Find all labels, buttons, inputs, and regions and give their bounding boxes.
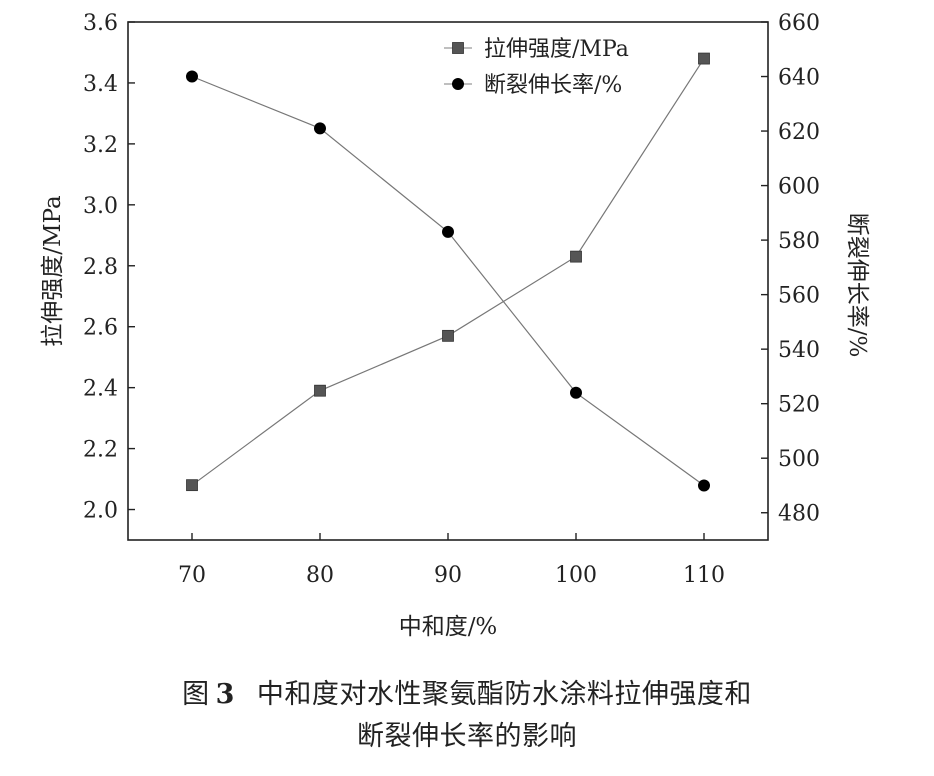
circle-marker <box>570 386 582 399</box>
right-tick-label: 600 <box>778 175 820 200</box>
right-tick-label: 640 <box>778 66 820 91</box>
series-markers <box>186 52 710 492</box>
caption-text-1: 中和度对水性聚氨酯防水涂料拉伸强度和 <box>256 679 752 710</box>
square-marker <box>570 250 582 263</box>
x-tick-label: 100 <box>555 563 597 588</box>
right-tick-label: 660 <box>778 11 820 36</box>
right-tick-label: 520 <box>778 393 820 418</box>
series-line-2 <box>191 75 705 486</box>
legend: 拉伸强度/MPa 断裂伸长率/% <box>444 37 629 98</box>
right-tick-label: 480 <box>778 502 820 527</box>
left-tick-label: 3.0 <box>83 194 118 219</box>
square-marker <box>314 384 326 397</box>
left-axis-title: 拉伸强度/MPa <box>40 195 66 347</box>
right-tick-label: 540 <box>778 338 820 363</box>
right-tick-label: 580 <box>778 229 820 254</box>
caption-text-2: 断裂伸长率的影响 <box>357 721 577 752</box>
left-tick-label: 2.6 <box>83 316 118 341</box>
left-tick-label: 3.4 <box>83 72 118 97</box>
square-marker <box>442 329 454 342</box>
left-tick-label: 2.8 <box>83 255 118 280</box>
right-axis-ticks: 480 500 520 540 560 580 600 620 640 660 <box>761 11 820 527</box>
x-axis-ticks: 70 80 90 100 110 <box>178 533 725 588</box>
square-marker <box>698 52 710 65</box>
x-tick-label: 70 <box>178 563 206 588</box>
left-tick-label: 2.0 <box>83 499 118 524</box>
figure-label: 图 <box>182 679 210 710</box>
right-tick-label: 560 <box>778 284 820 309</box>
series-line-1 <box>191 58 705 486</box>
circle-marker <box>186 70 198 83</box>
x-tick-label: 110 <box>683 563 725 588</box>
right-tick-label: 620 <box>778 120 820 145</box>
series-lines <box>191 58 705 486</box>
square-marker <box>186 479 198 492</box>
legend-circle-marker <box>452 78 464 90</box>
circle-marker <box>698 479 710 492</box>
legend-square-marker <box>452 42 464 54</box>
left-axis-ticks: 2.0 2.2 2.4 2.6 2.8 3.0 3.2 3.4 3.6 <box>83 11 135 524</box>
legend-label: 拉伸强度/MPa <box>484 37 629 62</box>
left-tick-label: 2.2 <box>83 438 118 463</box>
x-axis-title: 中和度/% <box>399 614 498 640</box>
left-tick-label: 2.4 <box>83 377 118 402</box>
right-axis-title: 断裂伸长率/% <box>844 213 870 358</box>
left-tick-label: 3.2 <box>83 133 118 158</box>
circle-marker <box>314 122 326 135</box>
figure-caption-line-1: 图 3 中和度对水性聚氨酯防水涂料拉伸强度和 <box>0 672 934 711</box>
legend-label: 断裂伸长率/% <box>484 73 622 98</box>
figure-number: 3 <box>215 679 235 710</box>
x-tick-label: 90 <box>434 563 462 588</box>
x-tick-label: 80 <box>306 563 334 588</box>
figure-caption-line-2: 断裂伸长率的影响 <box>0 714 934 753</box>
left-tick-label: 3.6 <box>83 11 118 36</box>
circle-marker <box>442 225 454 238</box>
right-tick-label: 500 <box>778 447 820 472</box>
